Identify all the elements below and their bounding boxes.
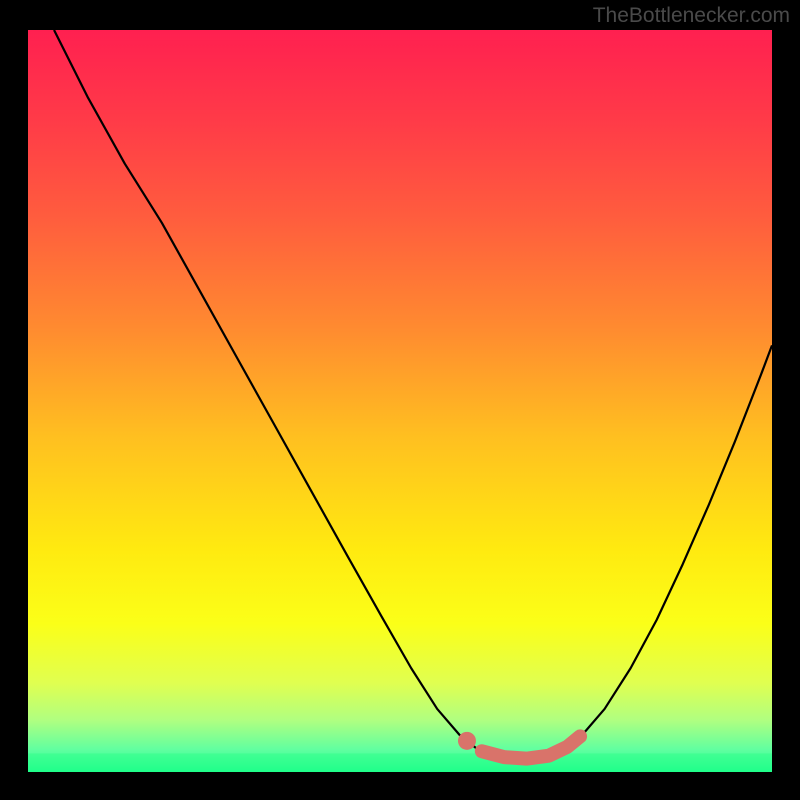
chart-container: TheBottlenecker.com — [0, 0, 800, 800]
chart-svg — [0, 0, 800, 800]
watermark-text: TheBottlenecker.com — [593, 4, 790, 28]
